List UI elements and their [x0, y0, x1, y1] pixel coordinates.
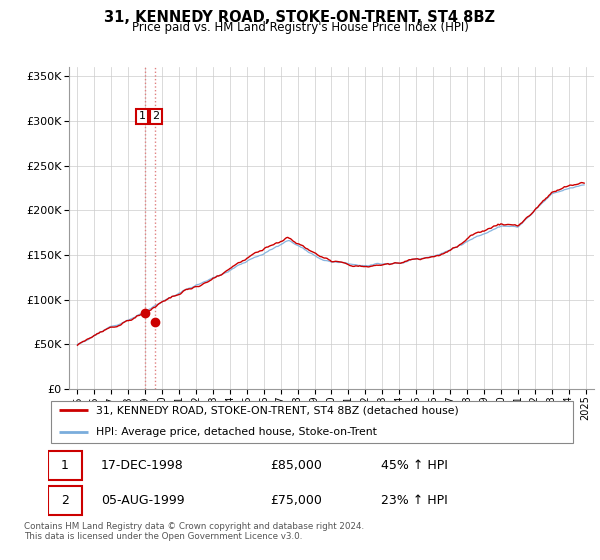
- Text: 31, KENNEDY ROAD, STOKE-ON-TRENT, ST4 8BZ (detached house): 31, KENNEDY ROAD, STOKE-ON-TRENT, ST4 8B…: [95, 405, 458, 416]
- Text: 05-AUG-1999: 05-AUG-1999: [101, 494, 184, 507]
- Text: 31, KENNEDY ROAD, STOKE-ON-TRENT, ST4 8BZ: 31, KENNEDY ROAD, STOKE-ON-TRENT, ST4 8B…: [104, 10, 496, 25]
- Text: 2: 2: [61, 494, 69, 507]
- Text: Contains HM Land Registry data © Crown copyright and database right 2024.
This d: Contains HM Land Registry data © Crown c…: [24, 522, 364, 542]
- Text: £75,000: £75,000: [270, 494, 322, 507]
- FancyBboxPatch shape: [48, 486, 82, 515]
- FancyBboxPatch shape: [50, 400, 574, 444]
- Text: £85,000: £85,000: [270, 459, 322, 472]
- Text: Price paid vs. HM Land Registry's House Price Index (HPI): Price paid vs. HM Land Registry's House …: [131, 21, 469, 34]
- Text: 17-DEC-1998: 17-DEC-1998: [101, 459, 184, 472]
- Text: 45% ↑ HPI: 45% ↑ HPI: [380, 459, 448, 472]
- Text: 1: 1: [61, 459, 69, 472]
- Text: HPI: Average price, detached house, Stoke-on-Trent: HPI: Average price, detached house, Stok…: [95, 427, 376, 437]
- Text: 23% ↑ HPI: 23% ↑ HPI: [380, 494, 448, 507]
- FancyBboxPatch shape: [48, 451, 82, 480]
- Text: 2: 2: [152, 111, 160, 122]
- Text: 1: 1: [139, 111, 145, 122]
